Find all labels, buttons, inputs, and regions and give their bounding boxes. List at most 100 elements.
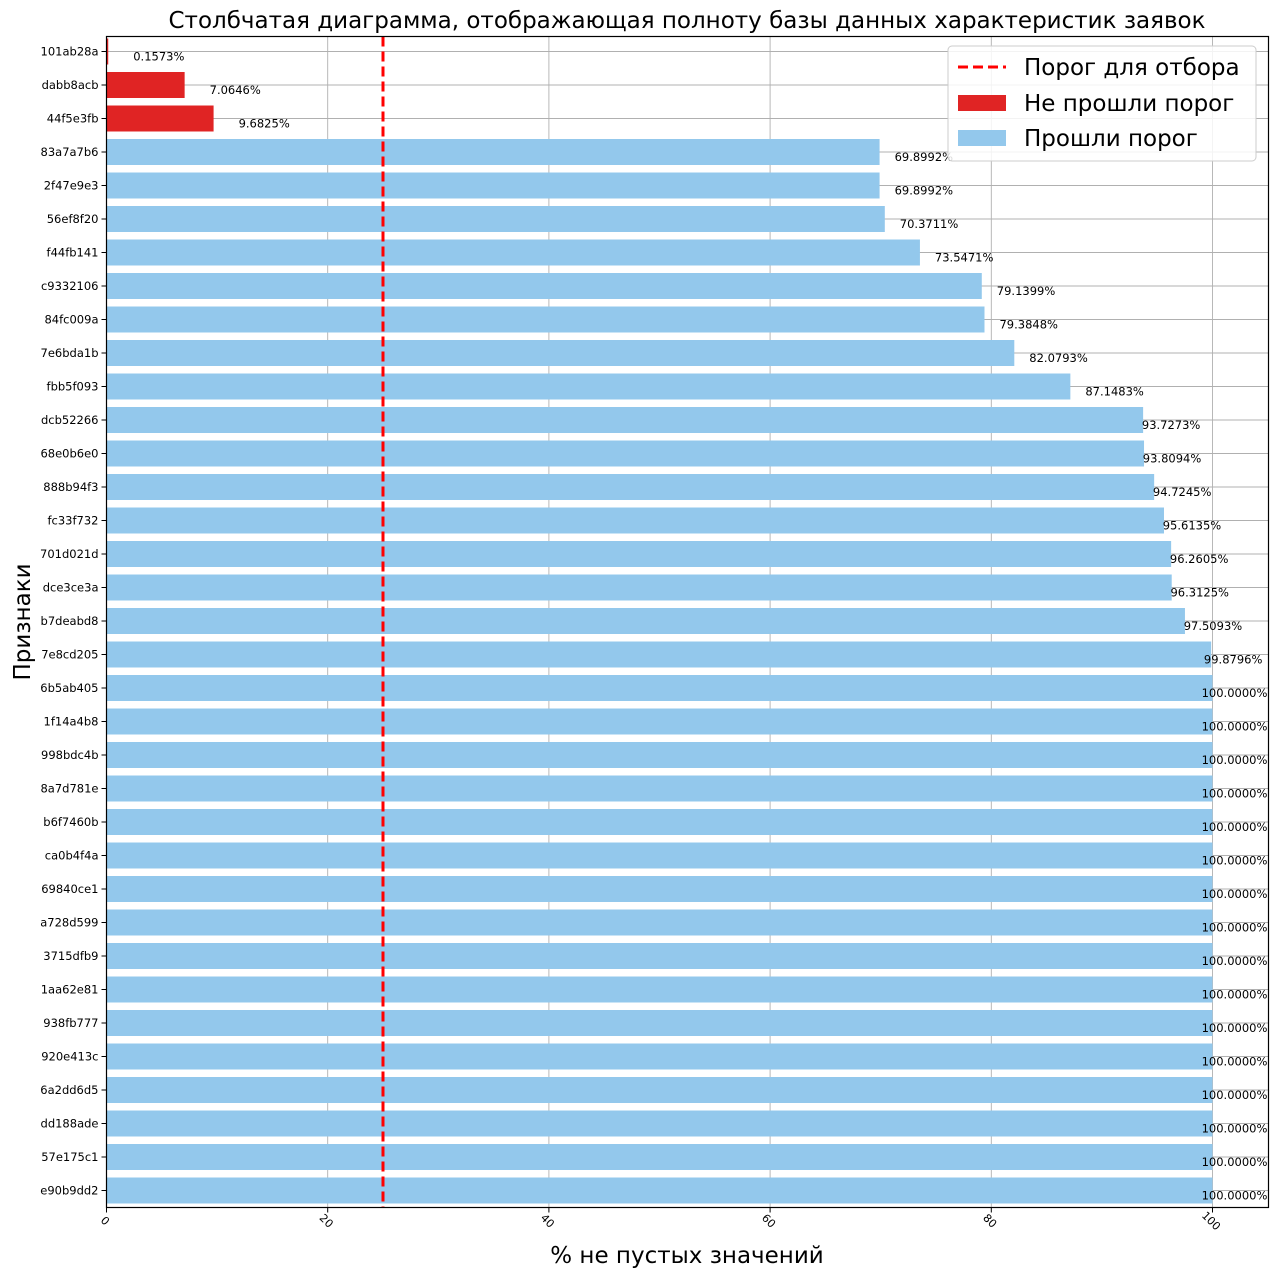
bar-passed: [106, 340, 1015, 366]
bar-value-label: 100.0000%: [1202, 854, 1268, 868]
bar-passed: [106, 976, 1213, 1003]
y-tick-label: 69840ce1: [41, 882, 98, 896]
bar-passed: [106, 1043, 1213, 1070]
bar-failed: [106, 72, 185, 98]
y-tick-label: 938fb777: [43, 1016, 98, 1030]
y-tick-label: 920e413c: [41, 1050, 98, 1064]
bar-passed: [106, 507, 1164, 534]
bar-value-label: 100.0000%: [1202, 720, 1268, 734]
chart-title: Столбчатая диаграмма, отображающая полно…: [168, 8, 1205, 34]
y-tick-label: 57e175c1: [41, 1150, 98, 1164]
bar-passed: [106, 541, 1172, 567]
bar-value-label: 0.1573%: [133, 50, 184, 64]
x-axis-label: % не пустых значений: [550, 1243, 823, 1269]
bar-passed: [106, 407, 1144, 433]
y-tick-label: dcb52266: [41, 413, 99, 427]
bar-value-label: 100.0000%: [1202, 954, 1268, 968]
y-tick-label: e90b9dd2: [40, 1184, 98, 1198]
bar-value-label: 7.0646%: [210, 83, 261, 97]
y-tick-label: 6b5ab405: [40, 681, 98, 695]
bar-value-label: 69.8992%: [895, 150, 954, 164]
bar-passed: [106, 775, 1213, 802]
bar-value-label: 79.3848%: [999, 318, 1058, 332]
y-tick-label: 44f5e3fb: [47, 112, 99, 126]
bar-passed: [106, 574, 1172, 601]
y-tick-label: 998bdc4b: [41, 748, 99, 762]
y-tick-label: 888b94f3: [43, 480, 98, 494]
bar-value-label: 73.5471%: [935, 251, 994, 265]
bar-value-label: 100.0000%: [1202, 820, 1268, 834]
bar-failed: [106, 105, 214, 132]
bar-value-label: 100.0000%: [1202, 1155, 1268, 1169]
y-tick-label: b6f7460b: [43, 815, 98, 829]
bar-value-label: 87.1483%: [1085, 385, 1144, 399]
bar-passed: [106, 1110, 1213, 1137]
bar-value-label: 100.0000%: [1202, 887, 1268, 901]
bar-passed: [106, 1177, 1213, 1204]
y-tick-label: ca0b4f4a: [45, 849, 99, 863]
bar-passed: [106, 842, 1213, 869]
legend: Порог для отбора Не прошли порог Прошли …: [947, 45, 1257, 162]
y-tick-label: 701d021d: [40, 547, 99, 561]
bar-passed: [106, 708, 1213, 735]
legend-threshold-label: Порог для отбора: [1024, 55, 1240, 81]
bar-value-label: 100.0000%: [1202, 1021, 1268, 1035]
y-tick-label: 1f14a4b8: [44, 715, 99, 729]
y-tick-label: f44fb141: [47, 246, 99, 260]
y-tick-label: dd188ade: [41, 1117, 99, 1131]
bar-value-label: 100.0000%: [1202, 921, 1268, 935]
bar-passed: [106, 608, 1185, 634]
y-tick-label: dce3ce3a: [43, 581, 99, 595]
y-tick-label: b7deabd8: [41, 614, 99, 628]
bar-passed: [106, 474, 1155, 500]
bar-passed: [106, 172, 880, 199]
bar-passed: [106, 1144, 1213, 1170]
y-tick-label: 56ef8f20: [47, 212, 99, 226]
y-tick-label: 7e6bda1b: [41, 346, 99, 360]
bar-value-label: 96.3125%: [1170, 586, 1229, 600]
bar-passed: [106, 809, 1213, 835]
bar-value-label: 100.0000%: [1202, 1088, 1268, 1102]
bar-value-label: 95.6135%: [1163, 519, 1222, 533]
bar-passed: [106, 1010, 1213, 1036]
legend-frame: [947, 45, 1257, 162]
bar-passed: [106, 675, 1213, 701]
y-tick-label: c9332106: [41, 279, 99, 293]
y-tick-label: 1aa62e81: [41, 983, 99, 997]
bar-passed: [106, 943, 1213, 969]
y-tick-label: 8a7d781e: [40, 782, 98, 796]
bar-passed: [106, 306, 985, 333]
y-tick-label: 3715dfb9: [43, 949, 98, 963]
plot-frame: [105, 35, 1270, 1209]
bar-value-label: 94.7245%: [1153, 485, 1212, 499]
bar-passed: [106, 373, 1071, 400]
y-axis-label: Признаки: [10, 563, 36, 680]
y-tick-label: 83a7a7b6: [41, 145, 99, 159]
bar-value-label: 100.0000%: [1202, 1055, 1268, 1069]
y-tick-label: 7e8cd205: [41, 648, 98, 662]
bar-passed: [106, 206, 885, 232]
bar-value-label: 100.0000%: [1202, 787, 1268, 801]
bar-value-label: 100.0000%: [1202, 686, 1268, 700]
bar-passed: [106, 239, 920, 266]
legend-failed-swatch: [958, 95, 1006, 111]
legend-passed-swatch: [958, 130, 1006, 146]
y-tick-label: dabb8acb: [42, 78, 99, 92]
y-tick-label: 101ab28a: [41, 45, 99, 59]
legend-passed-label: Прошли порог: [1024, 126, 1198, 152]
bar-passed: [106, 876, 1213, 902]
bar-passed: [106, 440, 1145, 467]
bar-passed: [106, 641, 1212, 668]
y-tick-label: 2f47e9e3: [44, 179, 99, 193]
bar-passed: [106, 273, 982, 299]
bar-passed: [106, 909, 1213, 936]
bar-value-label: 9.6825%: [239, 117, 290, 131]
y-tick-label: 6a2dd6d5: [40, 1083, 98, 1097]
bar-value-label: 99.8796%: [1204, 653, 1263, 667]
y-tick-label: fbb5f093: [47, 380, 99, 394]
bar-value-label: 79.1399%: [997, 284, 1056, 298]
y-tick-label: 84fc009a: [44, 313, 98, 327]
bar-value-label: 69.8992%: [895, 184, 954, 198]
bar-value-label: 93.7273%: [1142, 418, 1201, 432]
